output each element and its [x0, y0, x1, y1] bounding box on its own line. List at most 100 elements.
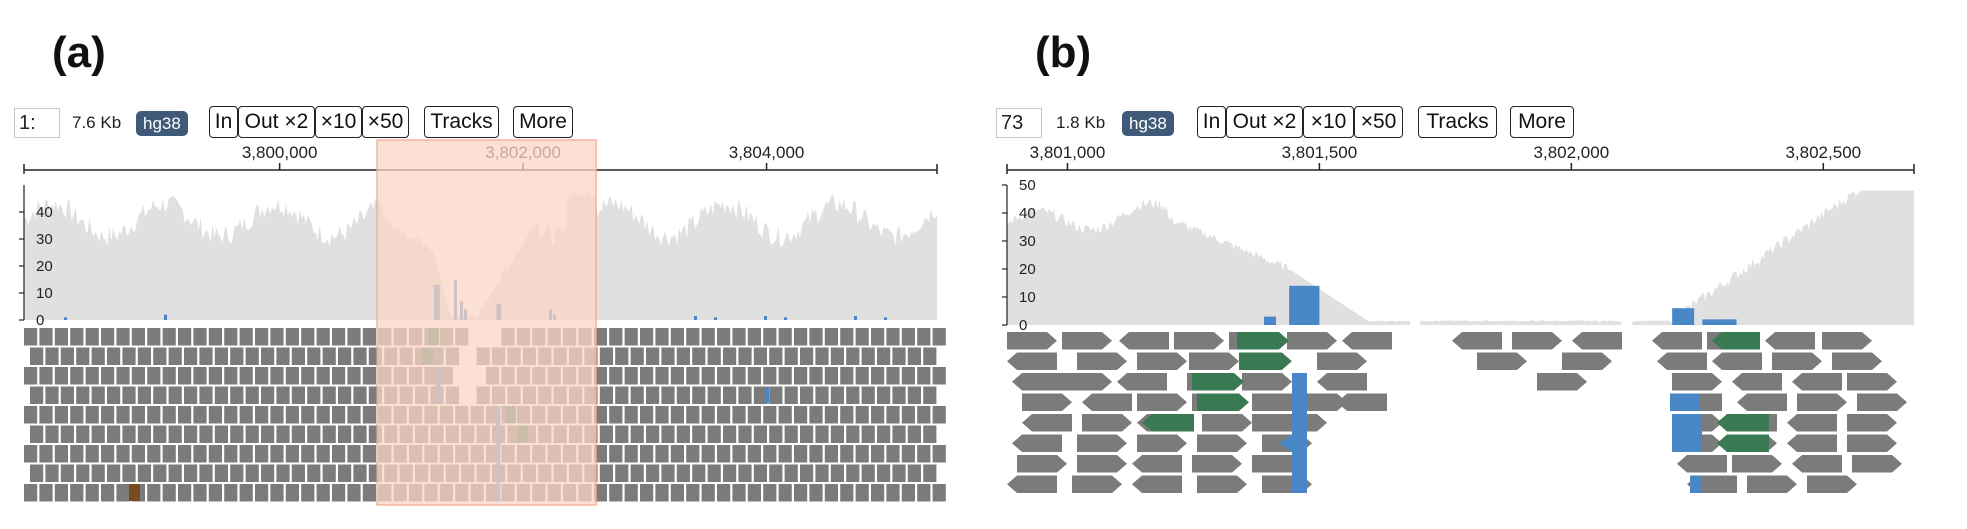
panel-a-read — [316, 367, 330, 385]
panel-a-read — [338, 425, 352, 443]
panel-b-read — [1342, 332, 1392, 350]
panel-a-more-button[interactable]: More — [513, 106, 573, 138]
panel-a-read — [285, 484, 299, 502]
panel-a-mismatch-bar — [764, 315, 767, 320]
panel-a-read — [723, 464, 737, 482]
panel-a-read — [332, 367, 346, 385]
panel-b-zoom-in-button[interactable]: In — [1197, 106, 1226, 138]
panel-b-read — [1132, 475, 1182, 493]
panel-a-read — [753, 386, 767, 404]
panel-b-read — [1137, 434, 1187, 452]
panel-a-read — [54, 367, 68, 385]
panel-b-read — [1652, 332, 1702, 350]
panel-a-read — [707, 464, 721, 482]
panel-a-span-label: 7.6 Kb — [72, 113, 122, 132]
panel-a-tracks-button[interactable]: Tracks — [424, 106, 499, 138]
panel-a-read — [316, 406, 330, 424]
panel-a-read — [199, 464, 213, 482]
panel-a-read — [162, 367, 176, 385]
panel-a-read — [609, 367, 623, 385]
panel-a-read — [877, 347, 891, 365]
panel-b-zoom-x50-button[interactable]: ×50 — [1354, 106, 1403, 138]
panel-a-read — [147, 367, 161, 385]
panel-a-read — [871, 328, 885, 346]
panel-a-zoom-out-button[interactable]: Out ×2 — [238, 106, 315, 138]
panel-a-read — [886, 328, 900, 346]
panel-b-read — [1847, 414, 1897, 432]
panel-a-read — [353, 464, 367, 482]
panel-a-read — [362, 406, 376, 424]
panel-b-read — [1847, 373, 1897, 391]
panel-a-genome-badge[interactable]: hg38 — [136, 111, 188, 136]
panel-b-locus-input[interactable]: 73 — [996, 108, 1042, 138]
panel-a-read — [599, 347, 613, 365]
panel-a-read — [107, 386, 121, 404]
panel-a-read — [800, 386, 814, 404]
panel-a-zoom-in-button[interactable]: In — [209, 106, 238, 138]
panel-b-read — [1822, 332, 1872, 350]
panel-a-read-mismatch — [129, 484, 140, 501]
panel-a-read — [784, 425, 798, 443]
panel-a-read — [291, 425, 305, 443]
panel-a-read — [239, 367, 253, 385]
panel-b-coverage-tick-label: 0 — [1019, 317, 1027, 334]
panel-a-read — [732, 367, 746, 385]
panel-b-zoom-out-button[interactable]: Out ×2 — [1226, 106, 1303, 138]
panel-b-read — [1857, 393, 1907, 411]
panel-a-coverage-tick-label: 40 — [36, 204, 53, 221]
panel-a-read — [116, 445, 130, 463]
panel-a-read — [208, 328, 222, 346]
panel-b-more-button[interactable]: More — [1510, 106, 1574, 138]
panel-a-read — [162, 445, 176, 463]
panel-a-read — [599, 386, 613, 404]
panel-a-read — [224, 367, 238, 385]
panel-b-read — [1252, 414, 1302, 432]
panel-a-read — [147, 328, 161, 346]
panel-a-read — [285, 328, 299, 346]
panel-a-read — [214, 425, 228, 443]
panel-a-read — [655, 445, 669, 463]
panel-a-read — [338, 386, 352, 404]
panel-a-read — [122, 386, 136, 404]
panel-a-read — [91, 386, 105, 404]
panel-a-read — [707, 347, 721, 365]
panel-a-read — [101, 484, 115, 502]
panel-b-zoom-x10-button[interactable]: ×10 — [1303, 106, 1354, 138]
panel-a-locus-input[interactable]: 1: — [14, 108, 60, 138]
panel-a-read — [261, 386, 275, 404]
panel-a-read — [362, 328, 376, 346]
panel-a-read — [70, 367, 84, 385]
panel-b-tracks-button[interactable]: Tracks — [1418, 106, 1497, 138]
panel-a-read — [230, 464, 244, 482]
panel-a-read — [840, 445, 854, 463]
panel-a-read — [640, 367, 654, 385]
panel-a-read — [778, 445, 792, 463]
panel-a-read — [701, 328, 715, 346]
panel-a-read — [85, 406, 99, 424]
panel-a-read — [30, 425, 44, 443]
panel-a-read — [199, 425, 213, 443]
panel-a-read — [824, 367, 838, 385]
panel-a-read — [877, 425, 891, 443]
panel-a-read — [630, 464, 644, 482]
panel-a-mismatch-bar — [884, 317, 887, 320]
panel-b-read — [1082, 393, 1132, 411]
panel-a-zoom-x50-button[interactable]: ×50 — [362, 106, 409, 138]
panel-a-read — [907, 386, 921, 404]
panel-a-read — [224, 406, 238, 424]
panel-a-read — [907, 464, 921, 482]
panel-a-read — [932, 445, 946, 463]
panel-a-read — [846, 425, 860, 443]
panel-b-genome-badge[interactable]: hg38 — [1122, 111, 1174, 136]
panel-a-read — [24, 328, 38, 346]
panel-b-read-mismatch — [1197, 393, 1249, 411]
panel-a-read — [692, 386, 706, 404]
panel-b-read-mismatch — [1712, 332, 1760, 350]
panel-a-read — [322, 347, 336, 365]
panel-b-read — [1572, 332, 1622, 350]
panel-a-ruler-tick-label: 3,804,000 — [729, 143, 805, 162]
panel-a-read — [723, 386, 737, 404]
panel-b-read — [1807, 475, 1857, 493]
panel-a-zoom-x10-button[interactable]: ×10 — [315, 106, 362, 138]
